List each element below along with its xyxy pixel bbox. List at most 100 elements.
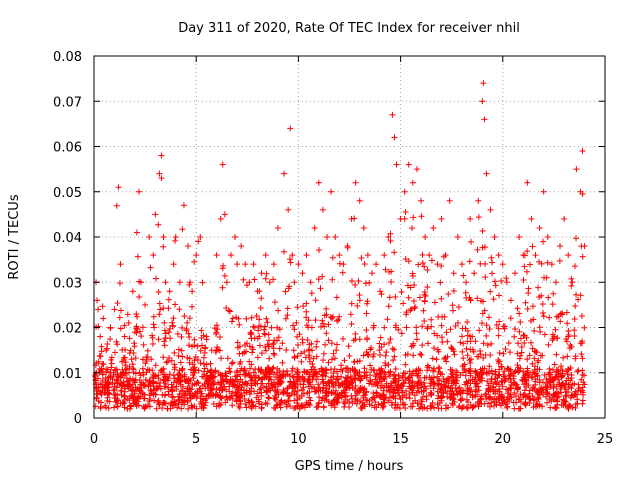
data-point — [199, 342, 206, 349]
data-point — [107, 325, 114, 332]
data-point — [360, 386, 367, 393]
data-point — [579, 355, 586, 362]
data-point — [472, 388, 479, 395]
data-point — [518, 344, 525, 351]
data-point — [526, 352, 533, 359]
data-point — [459, 389, 466, 396]
data-point — [279, 359, 286, 366]
data-point — [405, 258, 412, 265]
data-point — [108, 356, 115, 363]
data-point — [256, 342, 263, 349]
data-point — [143, 369, 150, 376]
data-point — [537, 328, 544, 335]
data-point — [547, 404, 554, 411]
data-point — [328, 188, 335, 195]
data-point — [319, 206, 326, 213]
data-point — [190, 375, 197, 382]
data-point — [228, 318, 235, 325]
data-point — [332, 379, 339, 386]
data-point — [195, 238, 202, 245]
data-point — [463, 294, 470, 301]
data-point — [97, 333, 104, 340]
data-point — [179, 226, 186, 233]
data-point — [392, 377, 399, 384]
data-point — [99, 303, 106, 310]
data-point — [460, 272, 467, 279]
data-point — [481, 244, 488, 251]
data-point — [441, 313, 448, 320]
data-point — [296, 331, 303, 338]
data-point — [93, 391, 100, 398]
data-point — [120, 399, 127, 406]
data-point — [156, 170, 163, 177]
data-point — [343, 364, 350, 371]
data-point — [391, 346, 398, 353]
data-point — [322, 373, 329, 380]
data-point — [427, 389, 434, 396]
y-axis-label: ROTI / TECUs — [7, 194, 22, 279]
data-point — [486, 395, 493, 402]
data-point — [132, 355, 139, 362]
data-point — [434, 381, 441, 388]
data-point — [100, 315, 107, 322]
data-point — [469, 404, 476, 411]
data-point — [307, 381, 314, 388]
data-point — [474, 391, 481, 398]
data-point — [108, 360, 115, 367]
data-point — [186, 359, 193, 366]
data-point — [334, 368, 341, 375]
data-point — [435, 405, 442, 412]
data-point — [257, 305, 264, 312]
data-point — [577, 340, 584, 347]
data-point — [290, 347, 297, 354]
data-point — [572, 353, 579, 360]
data-point — [552, 279, 559, 286]
data-point — [98, 348, 105, 355]
data-point — [425, 340, 432, 347]
data-point — [548, 398, 555, 405]
data-point — [326, 384, 333, 391]
data-point — [284, 305, 291, 312]
data-point — [157, 379, 164, 386]
data-point — [129, 393, 136, 400]
data-point — [286, 372, 293, 379]
data-point — [153, 405, 160, 412]
data-point — [177, 374, 184, 381]
data-point — [241, 396, 248, 403]
data-point — [279, 340, 286, 347]
data-point — [194, 356, 201, 363]
data-point — [242, 261, 249, 268]
data-point — [569, 404, 576, 411]
data-point — [270, 350, 277, 357]
data-point — [523, 380, 530, 387]
data-point — [479, 227, 486, 234]
data-point — [496, 292, 503, 299]
data-point — [546, 365, 553, 372]
data-point — [580, 389, 587, 396]
data-point — [408, 305, 415, 312]
data-point — [579, 312, 586, 319]
data-point — [98, 399, 105, 406]
data-point — [217, 371, 224, 378]
data-point — [142, 301, 149, 308]
data-point — [128, 356, 135, 363]
data-point — [291, 326, 298, 333]
data-point — [524, 179, 531, 186]
data-point — [402, 405, 409, 412]
data-point — [406, 380, 413, 387]
data-point — [270, 381, 277, 388]
data-point — [175, 393, 182, 400]
data-point — [351, 359, 358, 366]
data-point — [386, 268, 393, 275]
data-point — [242, 401, 249, 408]
data-point — [424, 325, 431, 332]
data-point — [200, 354, 207, 361]
data-point — [135, 393, 142, 400]
data-point — [238, 365, 245, 372]
data-point — [263, 315, 270, 322]
data-point — [163, 359, 170, 366]
data-point — [528, 339, 535, 346]
data-point — [372, 399, 379, 406]
data-point — [234, 367, 241, 374]
data-point — [130, 350, 137, 357]
